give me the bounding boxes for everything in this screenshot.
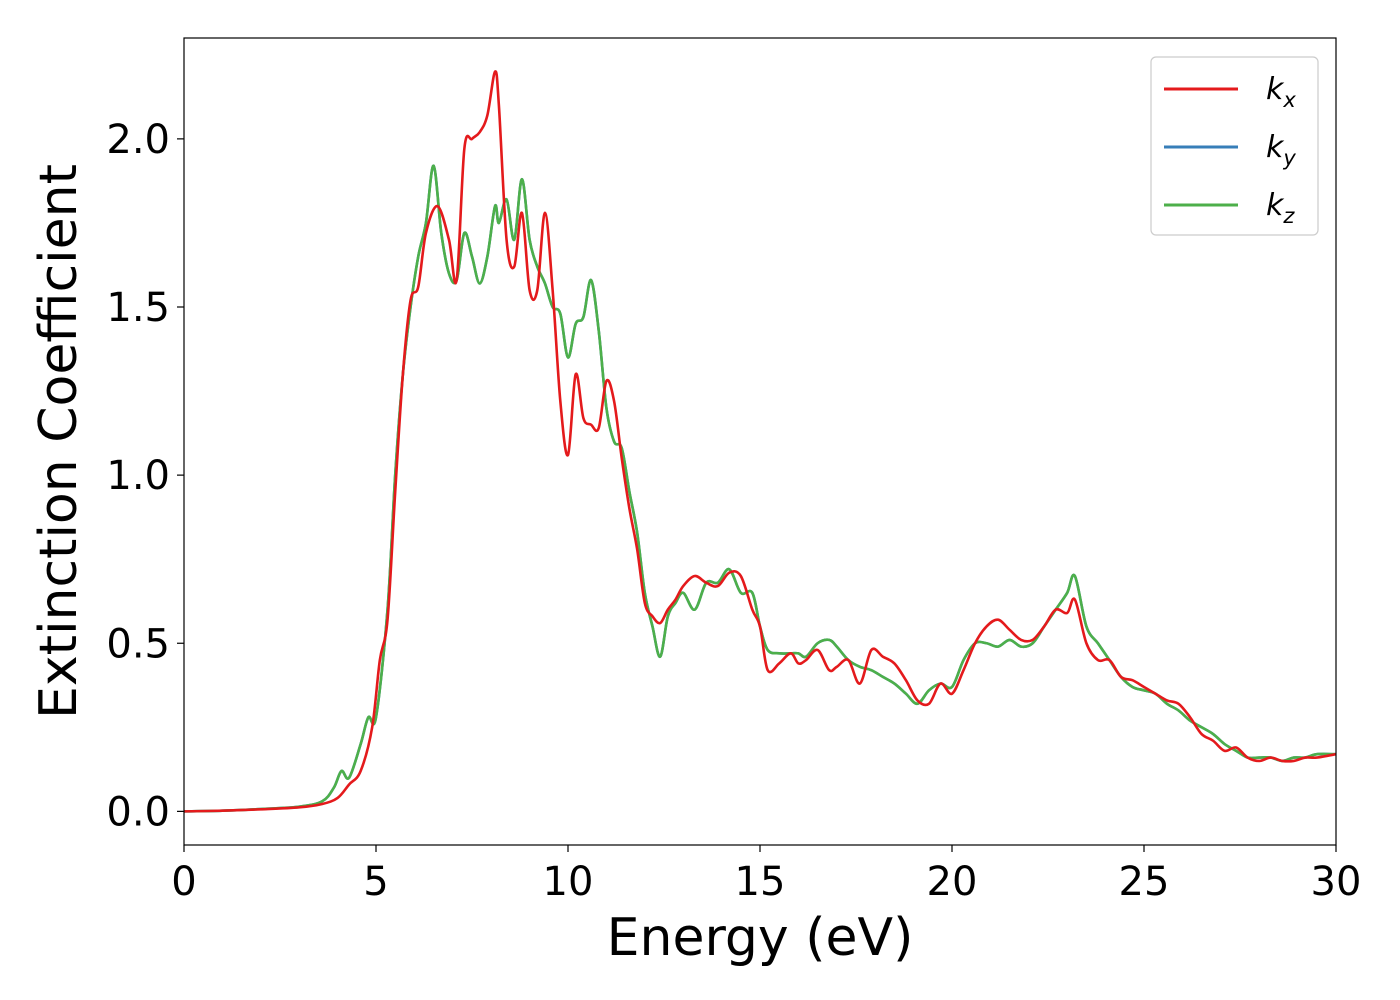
- series-line-k-x: [184, 70, 1336, 813]
- x-tick-label: 15: [735, 859, 786, 905]
- x-tick-label: 20: [927, 859, 978, 905]
- y-axis-ticks: 0.0 0.5 1.0 1.5 2.0: [106, 117, 184, 835]
- x-axis-ticks: 0 5 10 15 20 25 30: [171, 845, 1361, 905]
- y-tick-label: 1.5: [106, 285, 170, 331]
- series-layer: [184, 70, 1336, 813]
- legend-entry-k-z: kz: [1164, 188, 1295, 228]
- y-axis-label: Extinction Coefficient: [29, 164, 89, 719]
- legend-entry-k-y: ky: [1164, 130, 1296, 170]
- y-tick-label: 0.5: [106, 621, 170, 667]
- x-tick-label: 25: [1119, 859, 1170, 905]
- legend-label: kz: [1266, 188, 1295, 228]
- legend-label: kx: [1266, 72, 1296, 112]
- x-axis-label: Energy (eV): [607, 908, 914, 968]
- x-tick-label: 10: [543, 859, 594, 905]
- y-tick-label: 1.0: [106, 453, 170, 499]
- y-tick-label: 2.0: [106, 117, 170, 163]
- x-tick-label: 0: [171, 859, 196, 905]
- legend-label: ky: [1266, 130, 1296, 170]
- y-tick-label: 0.0: [106, 789, 170, 835]
- x-tick-label: 30: [1311, 859, 1362, 905]
- legend: kx ky kz: [1150, 56, 1319, 236]
- legend-entry-k-x: kx: [1164, 72, 1296, 112]
- x-tick-label: 5: [363, 859, 388, 905]
